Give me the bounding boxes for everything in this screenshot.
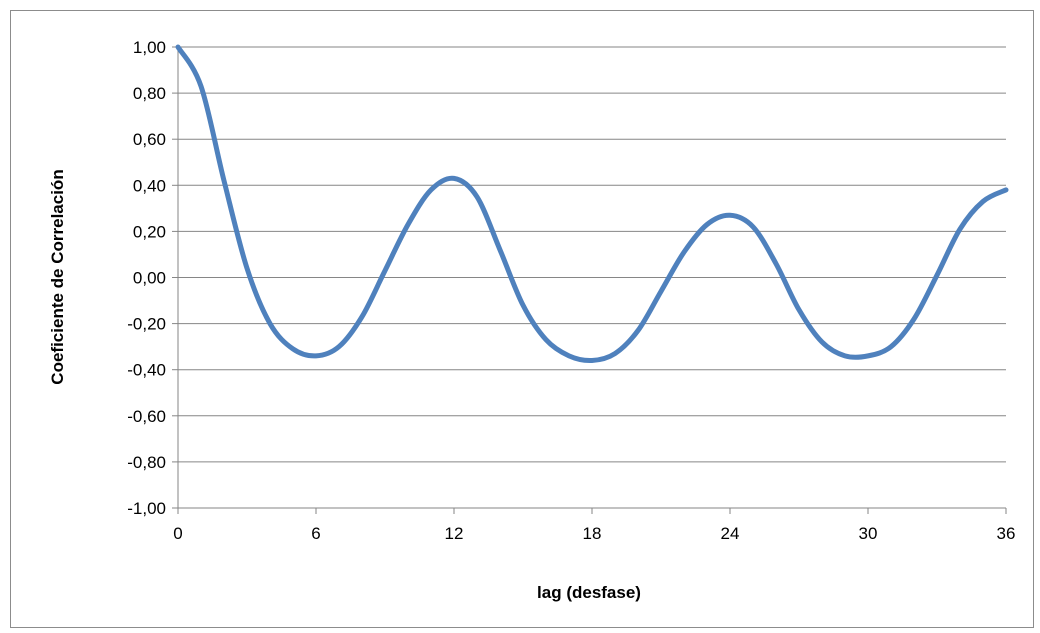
data-point <box>222 178 227 183</box>
y-tick-label: 0,20 <box>133 222 166 241</box>
y-tick-labels: 1,00 0,80 0,60 0,40 0,20 0,00 -0,20 -0,40 -0,60 -… <box>127 38 166 518</box>
data-point <box>866 353 871 358</box>
data-point <box>567 353 572 358</box>
data-point <box>245 266 250 271</box>
y-tick-label: -1,00 <box>127 499 166 518</box>
data-point <box>705 222 710 227</box>
data-point <box>544 337 549 342</box>
y-tick-label: 0,40 <box>133 176 166 195</box>
y-tick-label: -0,60 <box>127 407 166 426</box>
x-tick-label: 30 <box>859 524 878 543</box>
data-point <box>314 353 319 358</box>
chart-frame: 1,00 0,80 0,60 0,40 0,20 0,00 -0,20 -0,40 -0,60 -… <box>10 10 1034 628</box>
x-tick-label: 6 <box>311 524 320 543</box>
data-point <box>337 344 342 349</box>
data-point <box>475 194 480 199</box>
data-point <box>1004 187 1009 192</box>
y-tick-label: 0,00 <box>133 269 166 288</box>
data-point <box>981 199 986 204</box>
data-point <box>774 261 779 266</box>
data-point <box>383 268 388 273</box>
line-chart: 1,00 0,80 0,60 0,40 0,20 0,00 -0,20 -0,40 -0,60 -… <box>48 38 1015 602</box>
data-point <box>958 227 963 232</box>
x-tick-label: 36 <box>997 524 1016 543</box>
data-point <box>682 250 687 255</box>
x-tick-label: 18 <box>583 524 602 543</box>
data-point <box>751 224 756 229</box>
data-point <box>659 289 664 294</box>
x-axis-title: lag (desfase) <box>537 583 641 602</box>
data-point <box>268 321 273 326</box>
y-tick-label: 0,60 <box>133 130 166 149</box>
y-tick-label: 0,80 <box>133 84 166 103</box>
data-point <box>406 222 411 227</box>
x-tick-label: 0 <box>173 524 182 543</box>
data-point <box>728 213 733 218</box>
data-point <box>935 273 940 278</box>
data-point <box>429 187 434 192</box>
data-point <box>521 303 526 308</box>
y-axis-title: Coeficiente de Correlación <box>48 169 67 384</box>
data-point <box>498 247 503 252</box>
x-tick-labels: 0 6 12 18 24 30 36 <box>173 524 1015 543</box>
data-point <box>636 328 641 333</box>
data-point <box>199 84 204 89</box>
x-tick-label: 12 <box>445 524 464 543</box>
x-tick-label: 24 <box>721 524 740 543</box>
y-tick-label: 1,00 <box>133 38 166 57</box>
data-point <box>452 176 457 181</box>
series-line <box>175 44 1009 364</box>
data-point <box>797 307 802 312</box>
data-point <box>843 353 848 358</box>
data-point <box>613 351 618 356</box>
data-point <box>590 358 595 363</box>
data-point <box>176 45 181 50</box>
grid-lines <box>178 46 1006 463</box>
y-tick-label: -0,40 <box>127 361 166 380</box>
y-tick-label: -0,80 <box>127 453 166 472</box>
series-layer <box>175 44 1009 364</box>
data-point <box>912 316 917 321</box>
data-point <box>820 340 825 345</box>
axes <box>172 46 1007 514</box>
data-point <box>360 314 365 319</box>
data-point <box>291 346 296 351</box>
data-point <box>889 344 894 349</box>
y-tick-label: -0,20 <box>127 315 166 334</box>
